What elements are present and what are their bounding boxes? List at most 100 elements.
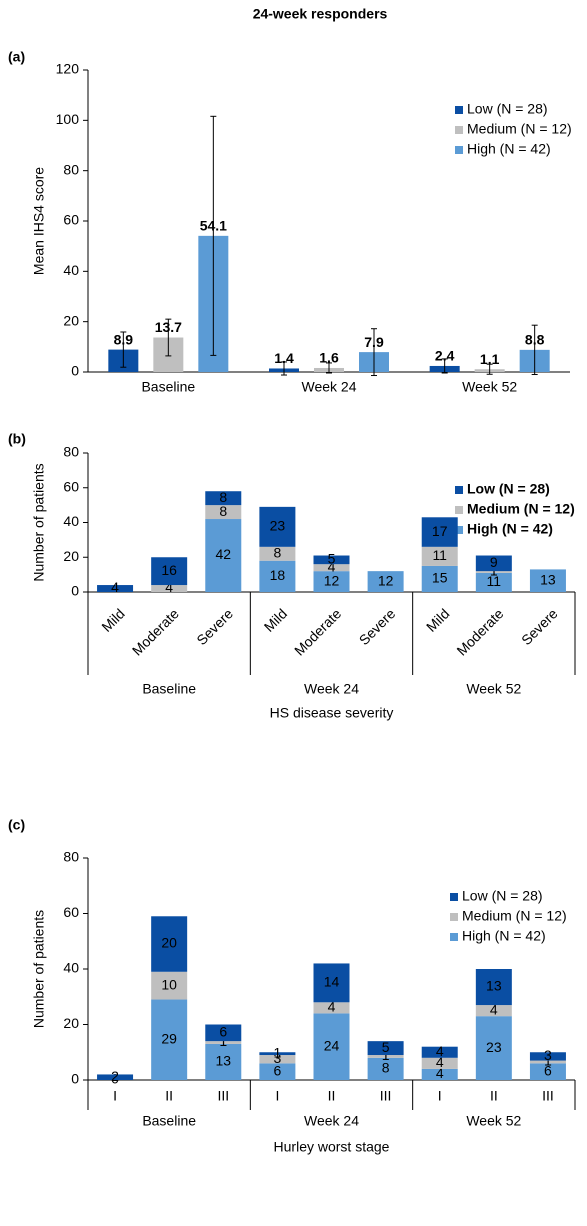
legend-swatch [455,506,463,514]
bar-segment [529,1052,566,1061]
bar-segment [421,517,458,547]
value-label: 13 [486,978,502,994]
x-tick-label: III [542,1088,554,1104]
bar-segment [421,546,458,566]
value-label: 4 [490,1001,498,1017]
value-label: 4 [436,1065,444,1081]
bar-segment [475,969,512,1006]
value-label: 2.4 [435,348,455,364]
y-axis-label: Number of patients [31,463,47,581]
bar-segment [151,999,188,1080]
bar-segment [205,1024,242,1042]
bar-segment [205,1043,242,1080]
group-label: Baseline [142,681,196,697]
y-tick-label: 80 [63,161,79,177]
value-label: 24 [324,1037,340,1053]
y-tick-label: 120 [56,61,80,77]
bar-segment [421,565,458,592]
bar-segment [205,1041,242,1044]
y-tick-label: 80 [63,444,79,460]
value-label: 8 [273,544,281,560]
value-label: 1 [544,1053,552,1069]
value-label: 8 [382,1060,390,1076]
bar-segment [475,572,512,592]
bar-segment [367,571,404,592]
value-label: 1.4 [274,350,294,366]
bar-segment [367,1041,404,1056]
panel-label: (a) [8,49,25,65]
value-label: 20 [161,935,177,951]
legend-label: High (N = 42) [467,521,553,537]
value-label: 3 [273,1050,281,1066]
y-tick-label: 0 [71,363,79,379]
x-tick-label: Baseline [141,379,195,395]
figure-title: 24-week responders [253,6,388,22]
legend-label: Low (N = 28) [467,101,548,117]
value-label: 13 [215,1053,231,1069]
bar-segment [475,555,512,572]
y-tick-label: 80 [63,849,79,865]
value-label: 12 [378,572,394,588]
panel-label: (c) [8,817,25,833]
x-tick-label: Severe [518,605,561,648]
value-label: 4 [436,1043,444,1059]
value-label: 7.9 [364,334,384,350]
value-label: 13.7 [155,319,182,335]
value-label: 17 [432,523,448,539]
value-label: 5 [328,551,336,567]
value-label: 8.8 [525,332,545,348]
bar-segment [313,571,350,592]
x-tick-label: Moderate [129,605,182,658]
x-axis-label: HS disease severity [270,705,394,721]
value-label: 4 [165,579,173,595]
legend-swatch [455,106,463,114]
y-tick-label: 20 [63,312,79,328]
bar-segment [151,557,188,586]
value-label: 8.9 [114,331,134,347]
value-label: 54.1 [200,218,227,234]
x-tick-label: Moderate [453,605,506,658]
value-label: 8 [219,503,227,519]
x-tick-label: I [275,1088,279,1104]
x-tick-label: Week 24 [302,379,357,395]
x-tick-label: Moderate [291,605,344,658]
bar-segment [151,971,188,1000]
bar-segment [421,1057,458,1069]
legend-label: High (N = 42) [462,928,546,944]
value-label: 6 [544,1062,552,1078]
bar-segment [475,571,512,573]
value-label: 14 [324,974,340,990]
y-tick-label: 20 [63,548,79,564]
y-tick-label: 60 [63,904,79,920]
y-tick-label: 40 [63,960,79,976]
x-tick-label: II [328,1088,336,1104]
value-label: 1.6 [319,350,339,366]
y-tick-label: 0 [71,1071,79,1087]
bar-segment [475,1005,512,1017]
bar-segment [313,1002,350,1014]
x-axis-label: Hurley worst stage [274,1139,390,1155]
legend-swatch [455,146,463,154]
value-label: 11 [487,573,502,589]
bar-segment [259,1063,296,1080]
group-label: Week 24 [304,681,359,697]
value-label: 23 [486,1039,502,1055]
value-label: 6 [273,1062,281,1078]
value-label: 12 [324,572,340,588]
bar-segment [97,1074,134,1080]
panel-label: (b) [8,431,26,447]
bar-segment [259,560,296,592]
y-tick-label: 60 [63,212,79,228]
bar-segment [259,1052,296,1056]
bar-segment [313,555,350,565]
x-tick-label: I [113,1088,117,1104]
bar-segment [205,519,242,592]
x-tick-label: II [490,1088,498,1104]
bar-segment [313,1013,350,1080]
value-label: 6 [219,1024,227,1040]
bar-segment [205,491,242,506]
legend-label: High (N = 42) [467,141,551,157]
legend-label: Low (N = 28) [462,888,543,904]
bar-segment [529,1063,566,1080]
